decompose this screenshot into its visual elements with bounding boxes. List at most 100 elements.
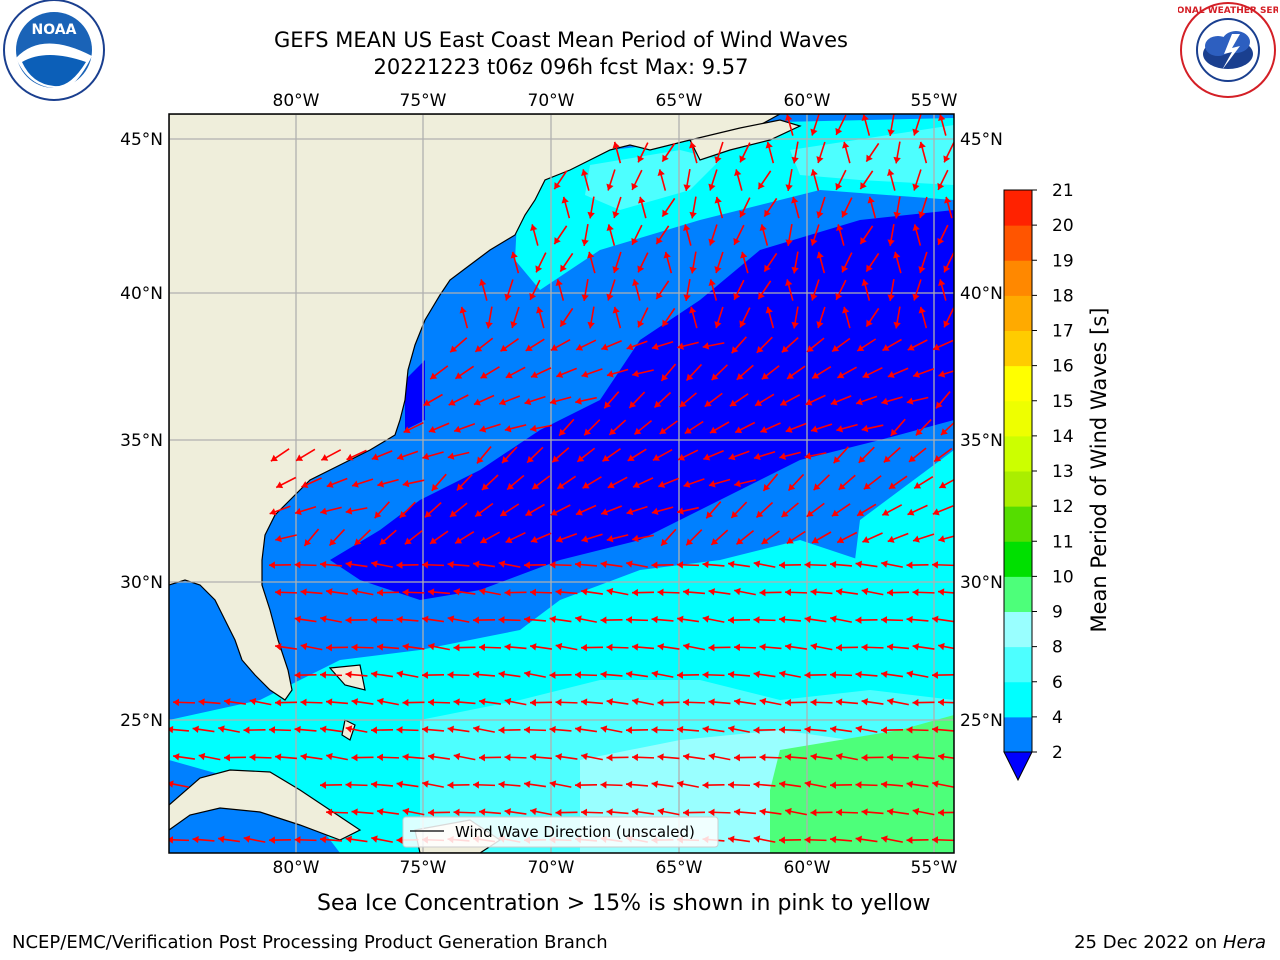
wave-arrow-head xyxy=(612,266,620,273)
wave-arrow-head xyxy=(810,169,818,177)
wave-arrow-head xyxy=(785,643,792,651)
cyan-band-northeast xyxy=(790,125,954,185)
wave-arrow-head xyxy=(830,398,838,406)
colorbar-tick-label: 4 xyxy=(1052,708,1063,728)
wave-arrow-head xyxy=(913,370,921,378)
wave-arrow-head xyxy=(428,753,435,761)
wave-arrow-head xyxy=(944,196,952,204)
wave-arrow-head xyxy=(581,808,588,817)
wave-arrow-head xyxy=(837,536,845,544)
wave-arrow-head xyxy=(657,643,664,651)
wave-arrow-head xyxy=(932,780,939,788)
wave-arrow-head xyxy=(402,753,409,761)
wave-arrow-head xyxy=(740,251,748,259)
wave-arrow-head xyxy=(912,753,919,761)
footer-branch: NCEP/EMC/Verification Post Processing Pr… xyxy=(12,932,608,953)
wave-arrow-head xyxy=(702,560,709,569)
wave-arrow-head xyxy=(728,670,735,679)
wave-arrow-head xyxy=(524,670,531,678)
wave-arrow-head xyxy=(326,643,332,652)
wave-arrow-head xyxy=(634,427,642,435)
wave-arrow-head xyxy=(632,369,639,378)
wave-arrow-head xyxy=(504,588,511,597)
wave-arrow-head xyxy=(855,781,862,789)
wave-arrow-head xyxy=(759,808,766,816)
lat-label: 35°N xyxy=(120,431,163,451)
wave-arrow-head xyxy=(708,808,715,817)
sea-ice-note: Sea Ice Concentration > 15% is shown in … xyxy=(317,891,931,916)
wave-arrow-head xyxy=(765,306,773,314)
wave-arrow-head xyxy=(525,344,533,351)
wave-arrow-head xyxy=(735,426,743,434)
wave-arrow-head xyxy=(830,835,837,844)
wave-arrow-head xyxy=(686,538,694,546)
wave-arrow-head xyxy=(708,643,715,652)
wave-arrow-head xyxy=(855,835,862,844)
wave-arrow-head xyxy=(504,643,511,651)
wave-arrow-head xyxy=(377,588,383,597)
wave-arrow-head xyxy=(218,725,225,733)
wave-arrow-head xyxy=(662,209,669,217)
wave-arrow-head xyxy=(612,306,620,314)
wave-arrow-head xyxy=(654,400,662,408)
wave-arrow-head xyxy=(804,671,811,679)
wave-arrow-head xyxy=(449,510,457,517)
wave-arrow-head xyxy=(524,561,530,569)
chart-title: GEFS MEAN US East Coast Mean Period of W… xyxy=(274,28,848,52)
wave-arrow-head xyxy=(530,424,537,433)
wave-arrow-head xyxy=(887,129,895,136)
wave-arrow-head xyxy=(479,587,486,596)
wave-arrow-head xyxy=(507,482,515,490)
wave-arrow-head xyxy=(709,426,717,434)
wave-arrow-head xyxy=(759,753,766,762)
wave-arrow-head xyxy=(453,808,460,817)
wave-arrow-head xyxy=(351,698,358,706)
map-area xyxy=(169,114,954,853)
wave-arrow-head xyxy=(836,588,843,596)
wave-arrow-head xyxy=(938,114,946,122)
wave-arrow-head xyxy=(734,169,742,177)
wave-arrow-head xyxy=(637,155,645,163)
wave-arrow-head xyxy=(779,561,785,569)
wave-arrow-head xyxy=(604,401,611,409)
wave-arrow-head xyxy=(912,698,919,707)
chart-subtitle: 20221223 t06z 096h fcst Max: 9.57 xyxy=(373,55,749,79)
wave-arrow-head xyxy=(779,780,786,789)
wave-arrow-head xyxy=(932,508,940,516)
wave-arrow-head xyxy=(842,306,850,314)
wave-arrow-head xyxy=(612,141,620,149)
wave-arrow-head xyxy=(753,452,761,461)
wave-arrow-head xyxy=(683,698,690,707)
wave-arrow-head xyxy=(453,643,460,652)
wave-arrow-head xyxy=(403,426,411,434)
wave-arrow-head xyxy=(881,560,888,568)
wave-arrow-head xyxy=(651,726,658,734)
colorbar-segment xyxy=(1004,471,1032,507)
wave-arrow-head xyxy=(857,344,865,351)
lat-label: 40°N xyxy=(960,284,1003,304)
wave-arrow-head xyxy=(906,836,913,844)
wave-arrow-head xyxy=(326,752,333,761)
wave-arrow-head xyxy=(632,753,639,762)
wave-arrow-head xyxy=(631,182,639,190)
wave-arrow-head xyxy=(397,453,404,461)
wave-arrow-head xyxy=(326,698,333,706)
wave-arrow-head xyxy=(661,538,668,546)
wave-arrow-head xyxy=(294,725,301,734)
wave-arrow-head xyxy=(169,780,174,788)
wave-arrow-head xyxy=(708,698,715,706)
wave-arrow-head xyxy=(581,169,589,177)
wave-arrow-head xyxy=(351,587,359,596)
wave-arrow-head xyxy=(371,670,378,679)
wave-arrow-head xyxy=(320,507,327,515)
wave-arrow-head xyxy=(683,808,689,817)
wave-arrow-head xyxy=(651,670,659,678)
wave-arrow-head xyxy=(837,371,845,379)
wave-arrow-head xyxy=(810,698,817,707)
wave-arrow-head xyxy=(600,670,607,679)
wave-arrow-head xyxy=(861,753,868,762)
wave-arrow-head xyxy=(861,643,868,652)
wave-arrow-head xyxy=(481,483,489,491)
wave-arrow-head xyxy=(396,780,403,789)
wave-arrow-head xyxy=(932,343,940,351)
